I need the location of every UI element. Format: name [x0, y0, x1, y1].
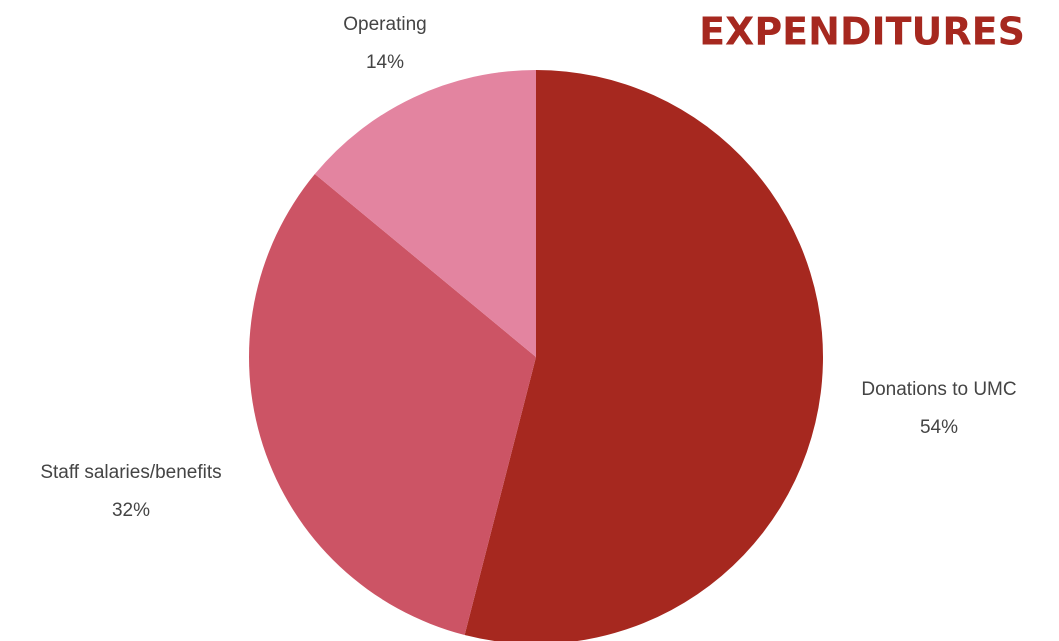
slice-label: Operating [343, 14, 426, 35]
chart-title: EXPENDITURES [699, 10, 1025, 54]
slice-label: Donations to UMC [861, 379, 1016, 400]
slice-value-label: 14% [366, 52, 404, 73]
pie-slice [314, 70, 536, 357]
slice-value-label: 32% [112, 500, 150, 521]
pie-slice [464, 70, 824, 641]
pie-slice [248, 174, 537, 635]
slice-label: Staff salaries/benefits [40, 462, 221, 483]
slice-value-label: 54% [920, 417, 958, 438]
